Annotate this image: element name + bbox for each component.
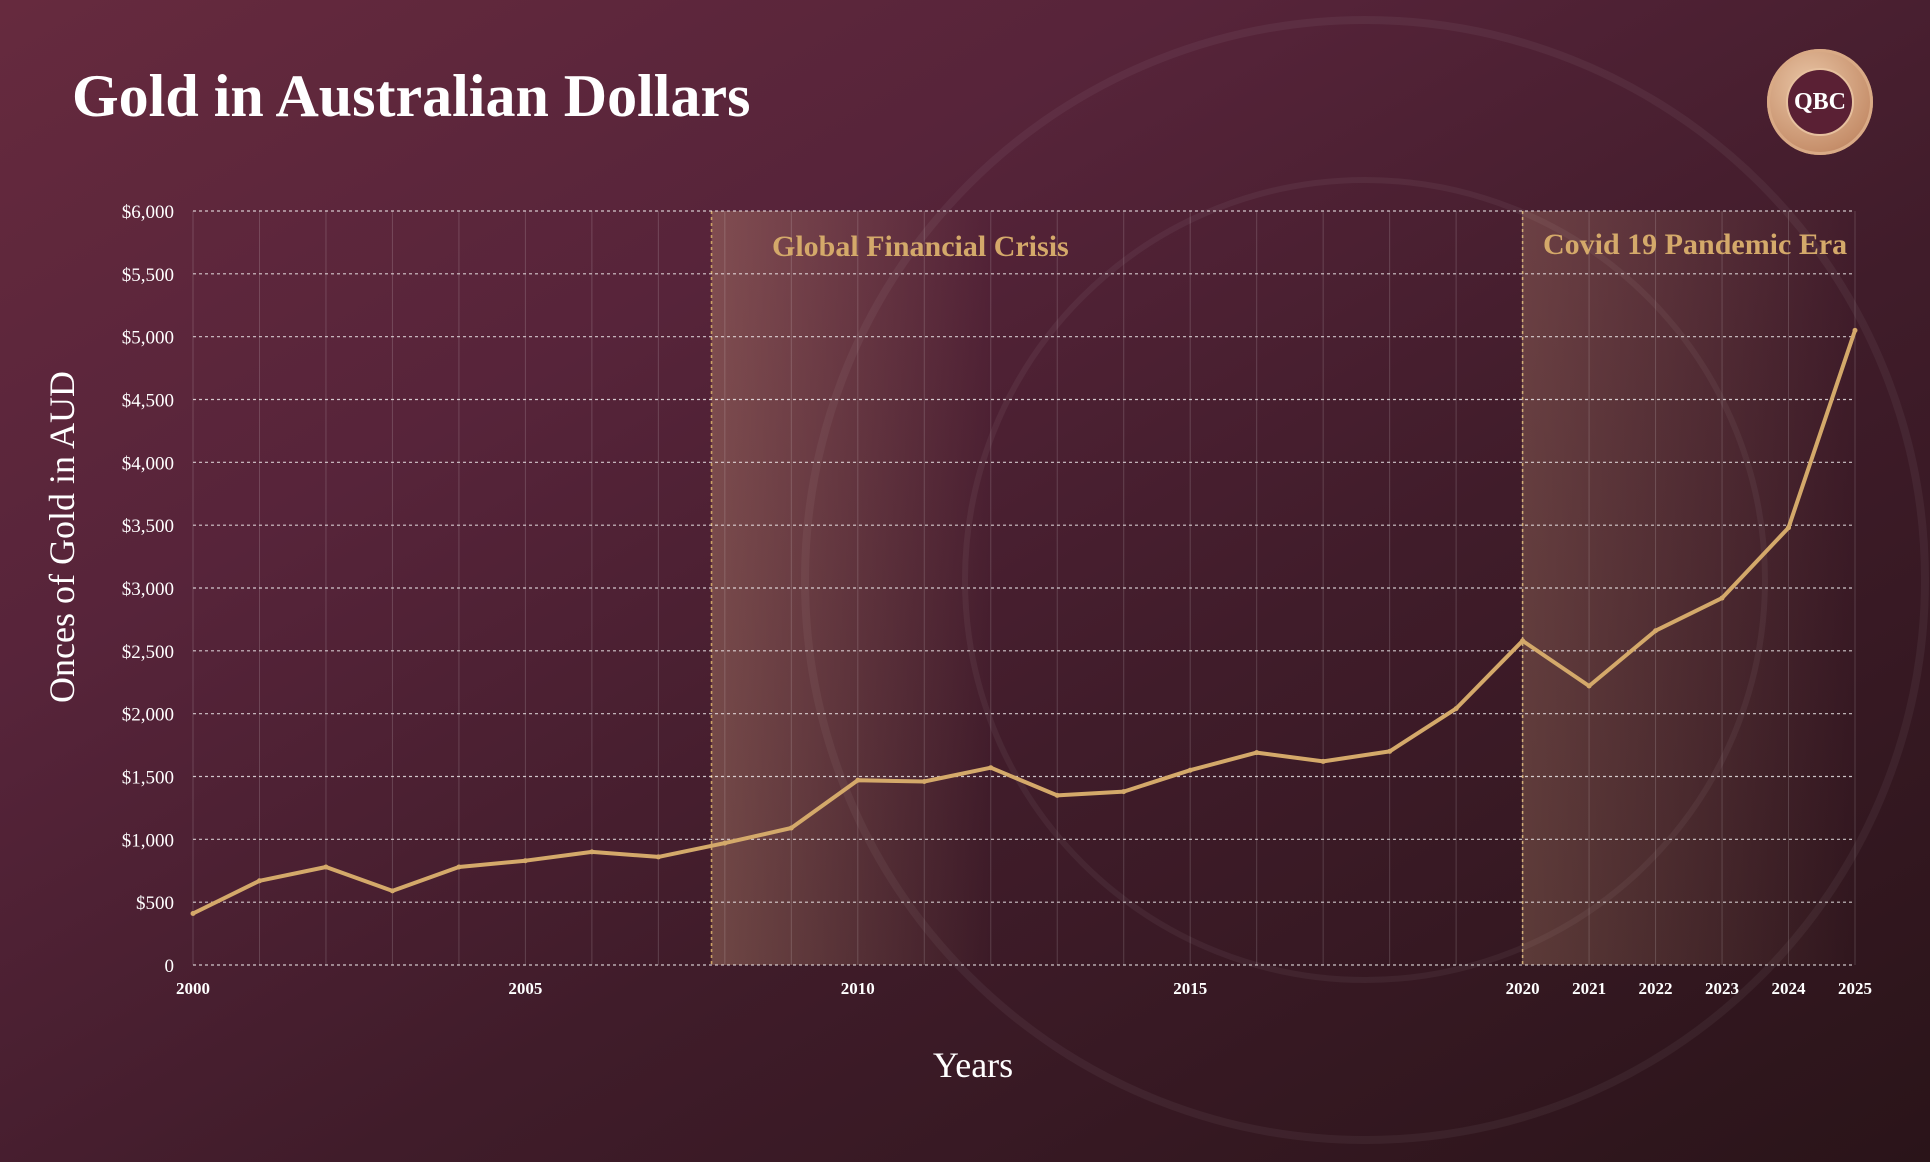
data-point bbox=[855, 777, 861, 783]
x-axis-tick-labels: 2000 2005 2010 2015 2020 2021 2022 2023 2024 2025 bbox=[176, 979, 1872, 998]
y-tick-label: $500 bbox=[136, 893, 174, 914]
data-point bbox=[988, 765, 994, 771]
x-tick-label: 2024 bbox=[1772, 979, 1807, 998]
y-tick-label: $3,500 bbox=[122, 516, 174, 537]
annotation-label-gfc: Global Financial Crisis bbox=[772, 230, 1069, 263]
data-point bbox=[1054, 792, 1060, 798]
data-point bbox=[589, 849, 595, 855]
x-tick-label: 2000 bbox=[176, 979, 210, 998]
data-point bbox=[1121, 789, 1127, 795]
data-point bbox=[1320, 758, 1326, 764]
data-point bbox=[1852, 327, 1858, 333]
data-point bbox=[1520, 638, 1526, 644]
data-point bbox=[1719, 595, 1725, 601]
y-tick-label: 0 bbox=[165, 956, 175, 977]
x-tick-label: 2005 bbox=[508, 979, 542, 998]
y-tick-label: $4,500 bbox=[122, 391, 174, 412]
data-point bbox=[1254, 750, 1260, 756]
data-point bbox=[655, 854, 661, 860]
x-tick-label: 2010 bbox=[841, 979, 875, 998]
data-point bbox=[190, 910, 196, 916]
series-line bbox=[191, 328, 1857, 916]
data-point bbox=[522, 858, 528, 864]
data-point bbox=[323, 864, 329, 870]
y-tick-label: $4,000 bbox=[122, 453, 174, 474]
y-tick-label: $2,000 bbox=[122, 705, 174, 726]
grid-lines bbox=[192, 210, 1856, 966]
x-tick-label: 2022 bbox=[1639, 979, 1673, 998]
logo-text: QBC bbox=[1786, 68, 1854, 136]
data-point bbox=[1387, 748, 1393, 754]
x-tick-label: 2020 bbox=[1506, 979, 1540, 998]
data-point bbox=[788, 825, 794, 831]
y-axis-tick-labels: 0 $500 $1,000 $1,500 $2,000 $2,500 $3,000 $3,50… bbox=[122, 202, 174, 977]
x-tick-label: 2025 bbox=[1838, 979, 1872, 998]
x-axis-label: Years bbox=[932, 1045, 1014, 1085]
y-tick-label: $1,500 bbox=[122, 768, 174, 789]
data-point bbox=[256, 878, 262, 884]
y-tick-label: $2,500 bbox=[122, 642, 174, 663]
series-gold-price bbox=[190, 327, 1858, 916]
data-point bbox=[456, 864, 462, 870]
x-tick-label: 2023 bbox=[1705, 979, 1739, 998]
x-tick-label: 2015 bbox=[1173, 979, 1207, 998]
y-tick-label: $5,000 bbox=[122, 328, 174, 349]
page-title: Gold in Australian Dollars bbox=[72, 63, 751, 129]
data-point bbox=[1187, 767, 1193, 773]
data-point bbox=[722, 840, 728, 846]
data-point bbox=[389, 888, 395, 894]
data-point bbox=[921, 779, 927, 785]
x-tick-label: 2021 bbox=[1572, 979, 1606, 998]
y-tick-label: $5,500 bbox=[122, 265, 174, 286]
data-point bbox=[1453, 706, 1459, 712]
annotation-label-covid: Covid 19 Pandemic Era bbox=[1543, 228, 1848, 261]
y-tick-label: $6,000 bbox=[122, 202, 174, 223]
data-point bbox=[1586, 683, 1592, 689]
y-tick-label: $1,000 bbox=[122, 830, 174, 851]
y-tick-label: $3,000 bbox=[122, 579, 174, 600]
data-point bbox=[1653, 628, 1659, 634]
data-point bbox=[1786, 525, 1792, 531]
y-axis-label: Onces of Gold in AUD bbox=[42, 371, 82, 703]
qbc-seal-icon: QBC bbox=[1767, 49, 1873, 155]
